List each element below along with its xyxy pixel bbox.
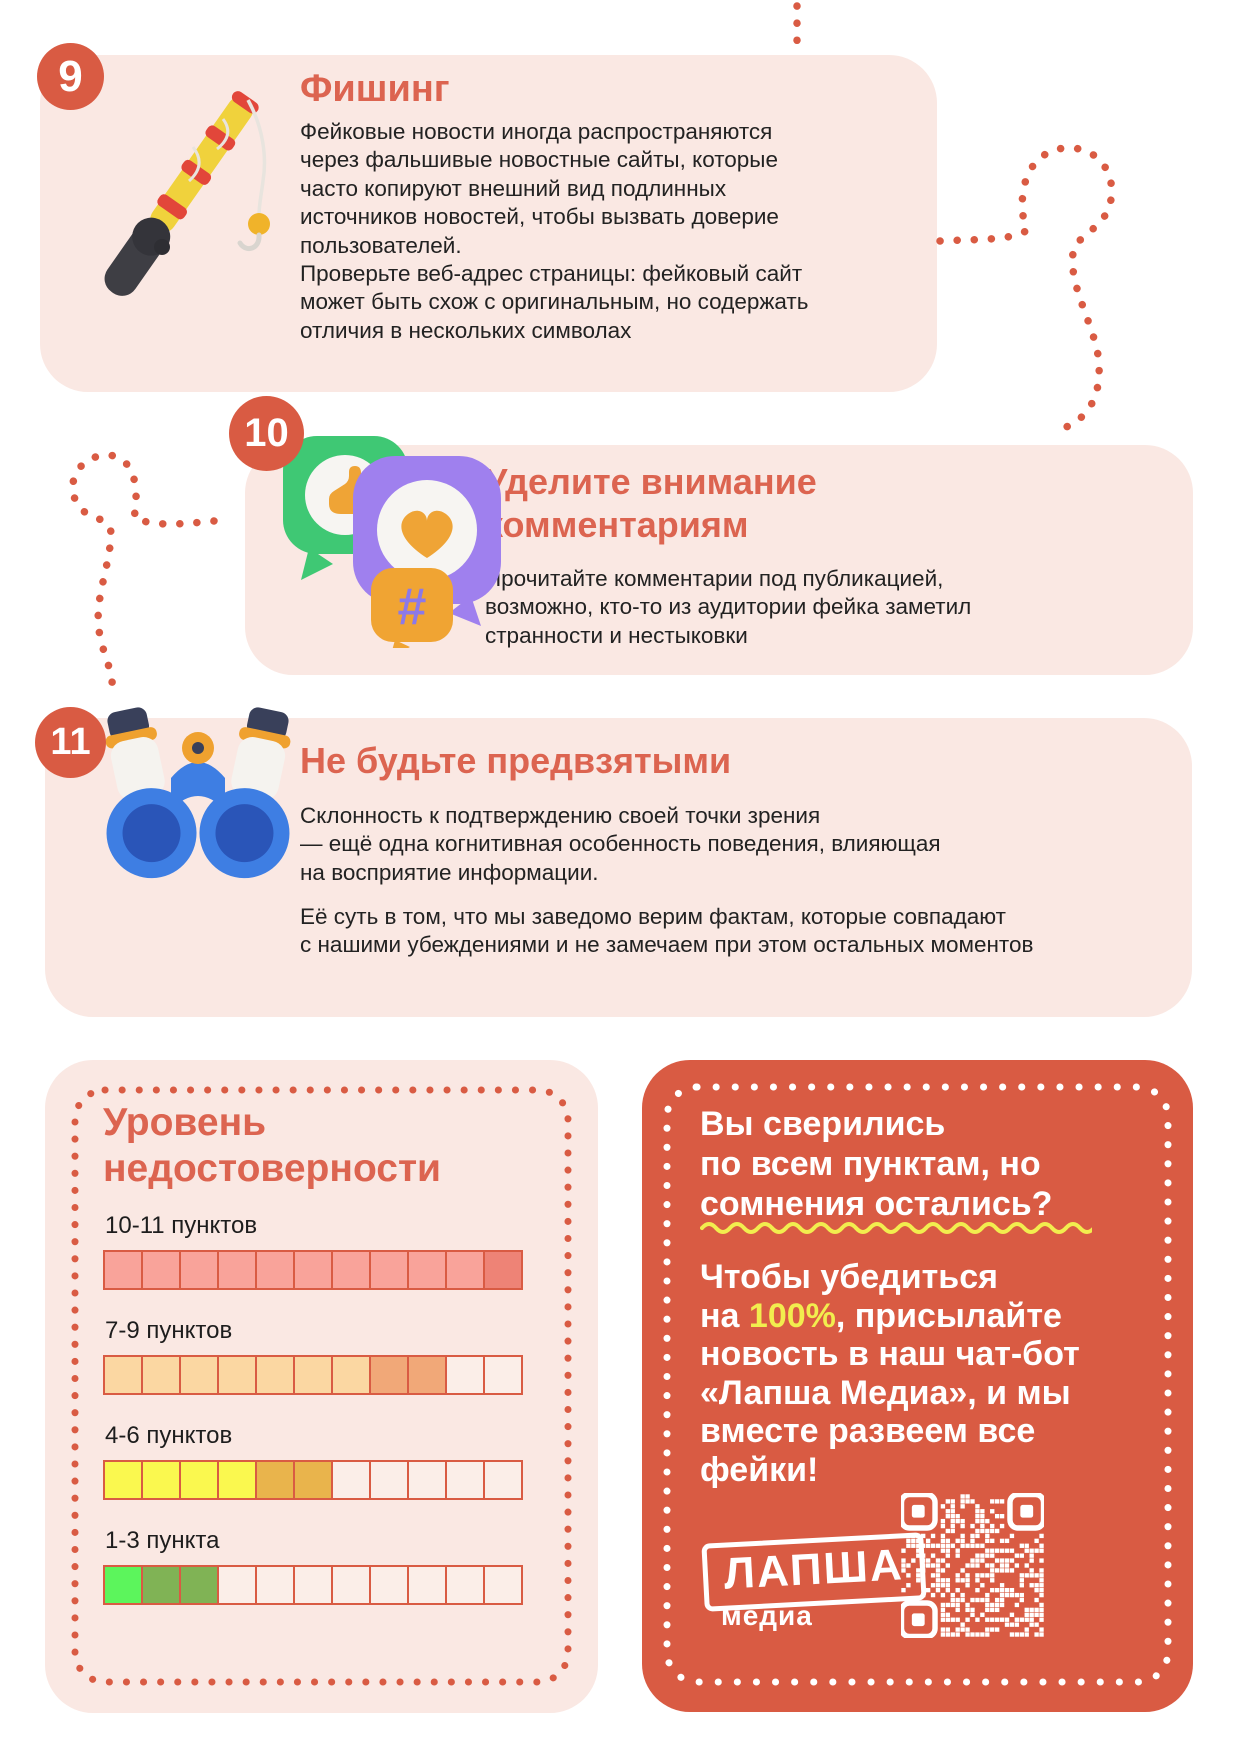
level-row: 7-9 пунктов [103,1317,523,1395]
cta-text: Чтобы убедиться [700,1258,998,1296]
level-cell-mustard [293,1460,333,1500]
badge-10: 10 [229,396,304,471]
level-cell-peach [331,1355,371,1395]
cta-text: вместе развеем все [700,1412,1036,1450]
level-cell-green [103,1565,143,1605]
level-cell-yellow [141,1460,181,1500]
level-cell-olive [179,1565,219,1605]
level-bar [103,1250,523,1290]
section-10-title: Уделите внимание комментариям [485,461,817,545]
section-9-paragraph-2: Проверьте веб-адрес страницы: фейковый с… [300,261,809,343]
level-cell-pink [141,1250,181,1290]
cta-highlight-text: 100% [748,1296,836,1335]
level-cell-mustard [255,1460,295,1500]
section-10-body: Прочитайте комментарии под публикацией, в… [485,566,972,648]
section-11-paragraph-2: Её суть в том, что мы заведомо верим фак… [300,904,1034,958]
level-cell-yellow [179,1460,219,1500]
badge-9-number: 9 [58,51,83,101]
level-cell-empty [445,1565,485,1605]
badge-9: 9 [37,43,104,110]
level-cell-peach [103,1355,143,1395]
level-cell-empty [331,1460,371,1500]
level-cell-empty [369,1565,409,1605]
section-9-paragraph-1: Фейковые новости иногда распространяются… [300,119,779,258]
level-cell-pink [331,1250,371,1290]
level-cell-empty [331,1565,371,1605]
lapsha-logo-title: ЛАПША [722,1540,905,1599]
cta-text: , присылайте [835,1296,1062,1335]
cta-text: «Лапша Медиа», и мы [700,1373,1071,1412]
level-row: 10-11 пунктов [103,1212,523,1290]
level-cell-orange [369,1355,409,1395]
badge-10-number: 10 [244,411,289,455]
level-bar [103,1355,523,1395]
level-bar [103,1460,523,1500]
level-row-label: 4-6 пунктов [105,1422,233,1449]
level-row-label: 10-11 пунктов [105,1212,258,1239]
binoculars-icon [105,707,291,879]
level-cell-empty [483,1355,523,1395]
level-cell-empty [369,1460,409,1500]
cta-text: на [700,1296,749,1335]
level-cell-empty [483,1460,523,1500]
badge-11: 11 [35,707,106,778]
level-cell-orange [407,1355,447,1395]
level-cell-peach [217,1355,257,1395]
section-11-title: Не будьте предвзятыми [300,740,732,781]
level-cell-pink [445,1250,485,1290]
lapsha-logo-subtitle: медиа [721,1600,813,1631]
level-cell-empty [407,1565,447,1605]
wavy-underline [700,1222,1092,1234]
level-cell-peach [179,1355,219,1395]
level-row-label: 7-9 пунктов [105,1317,233,1344]
level-cell-empty [255,1565,295,1605]
qr-code [901,1493,1044,1638]
level-cell-pink_dark [483,1250,523,1290]
card-phishing [40,55,937,392]
level-cell-empty [445,1460,485,1500]
level-cell-pink [369,1250,409,1290]
level-cell-peach [141,1355,181,1395]
cta-text: фейки! [700,1450,819,1489]
level-cell-yellow [217,1460,257,1500]
level-cell-olive [141,1565,181,1605]
level-cell-empty [293,1565,333,1605]
level-cell-peach [255,1355,295,1395]
level-bars: 10-11 пунктов 7-9 пунктов 4-6 пунктов 1-3 п… [103,1212,523,1632]
level-cell-pink [255,1250,295,1290]
badge-11-number: 11 [50,721,91,763]
level-bar [103,1565,523,1605]
level-cell-empty [217,1565,257,1605]
level-cell-empty [407,1460,447,1500]
fishing-rod-icon [104,91,270,296]
level-box-title: Уровень недостоверности [103,1101,442,1190]
level-row-label: 1-3 пункта [105,1527,220,1554]
level-row: 4-6 пунктов [103,1422,523,1500]
cta-headline: Вы сверились по всем пунктам, но сомнения … [700,1105,1053,1223]
level-cell-peach [293,1355,333,1395]
level-cell-pink [217,1250,257,1290]
level-cell-empty [483,1565,523,1605]
level-cell-pink [103,1250,143,1290]
section-9-title: Фишинг [300,68,450,110]
level-cell-empty [445,1355,485,1395]
level-cell-yellow [103,1460,143,1500]
speech-bubbles-icon: # [283,436,501,648]
level-cell-pink [407,1250,447,1290]
level-cell-pink [179,1250,219,1290]
svg-text:#: # [398,578,427,636]
section-11-paragraph-1: Склонность к подтверждению своей точки з… [300,803,941,885]
level-cell-pink [293,1250,333,1290]
cta-body: Чтобы убедиться на 100%, присылайте новост… [700,1258,1080,1489]
cta-text: новость в наш чат-бот [700,1335,1080,1373]
level-row: 1-3 пункта [103,1527,523,1605]
